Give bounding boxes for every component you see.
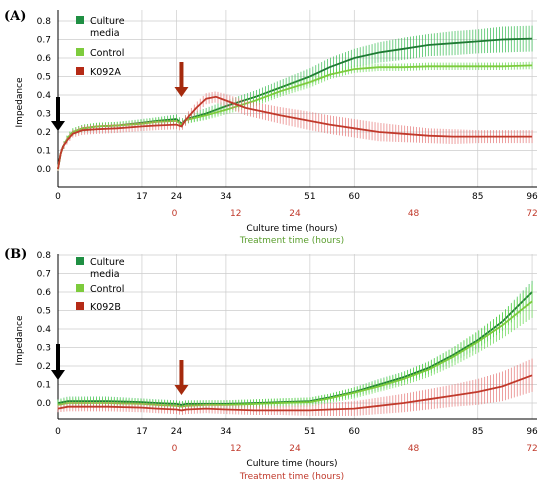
legend-label: media bbox=[90, 28, 120, 39]
secondary-x-tick-label: 48 bbox=[408, 209, 420, 219]
y-tick-label: 0.2 bbox=[37, 362, 51, 372]
y-tick-label: 0.0 bbox=[37, 399, 52, 409]
x-tick-label: 24 bbox=[171, 192, 183, 202]
series-k092b bbox=[57, 358, 533, 416]
legend-swatch bbox=[76, 284, 84, 292]
secondary-x-tick-label: 0 bbox=[172, 444, 178, 454]
chart-panel-a: (A) 0.0 0.1 0.2 0.3 0.4 0.5 0.6 0.7 0.8 Impedance 0… bbox=[4, 9, 538, 246]
red-arrow bbox=[174, 62, 189, 97]
legend-label: Culture bbox=[90, 16, 125, 27]
legend-label: media bbox=[90, 269, 120, 280]
secondary-x-tick-label: 48 bbox=[408, 444, 420, 454]
legend-swatch bbox=[76, 16, 84, 24]
x-tick-label: 85 bbox=[472, 192, 483, 202]
series-line bbox=[57, 95, 533, 170]
secondary-x-axis-title: Treatment time (hours) bbox=[239, 472, 344, 482]
x-tick-label: 0 bbox=[55, 192, 61, 202]
secondary-x-axis-title: Treatment time (hours) bbox=[239, 236, 344, 246]
secondary-x-tick-label: 24 bbox=[289, 444, 301, 454]
arrow-head bbox=[174, 87, 189, 97]
arrow-head bbox=[51, 370, 65, 380]
panel-letter: (A) bbox=[4, 9, 26, 24]
secondary-x-tick-label: 12 bbox=[230, 444, 241, 454]
arrow-shaft bbox=[179, 360, 184, 387]
chart-panel-b: (B) 0.0 0.1 0.2 0.3 0.4 0.5 0.6 0.7 0.8 Impedance 0… bbox=[4, 247, 538, 482]
legend-swatch bbox=[76, 67, 84, 75]
arrow-shaft bbox=[56, 97, 60, 123]
y-tick-label: 0.0 bbox=[37, 165, 52, 175]
y-tick-label: 0.5 bbox=[37, 307, 51, 317]
black-arrow bbox=[51, 97, 65, 131]
y-tick-label: 0.6 bbox=[37, 54, 52, 64]
y-tick-label: 0.4 bbox=[37, 325, 52, 335]
series-culture-media bbox=[57, 25, 533, 171]
y-tick-label: 0.7 bbox=[37, 36, 51, 46]
secondary-x-tick-label: 24 bbox=[289, 209, 301, 219]
secondary-x-tick-label: 72 bbox=[526, 209, 537, 219]
arrow-shaft bbox=[179, 62, 184, 89]
y-tick-label: 0.5 bbox=[37, 73, 51, 83]
legend-label: Culture bbox=[90, 257, 125, 268]
series-line bbox=[57, 374, 533, 412]
y-tick-label: 0.3 bbox=[37, 110, 51, 120]
y-tick-label: 0.7 bbox=[37, 270, 51, 280]
y-tick-label: 0.2 bbox=[37, 128, 51, 138]
secondary-x-tick-label: 72 bbox=[526, 444, 537, 454]
x-tick-label: 34 bbox=[220, 427, 232, 437]
y-tick-label: 0.4 bbox=[37, 91, 52, 101]
y-tick-label: 0.1 bbox=[37, 381, 51, 391]
x-tick-label: 60 bbox=[349, 192, 361, 202]
legend-label: K092B bbox=[90, 302, 121, 313]
secondary-x-tick-label: 12 bbox=[230, 209, 241, 219]
secondary-x-tick-label: 0 bbox=[172, 209, 178, 219]
x-tick-label: 85 bbox=[472, 427, 483, 437]
arrow-shaft bbox=[56, 344, 60, 372]
x-tick-label: 96 bbox=[526, 192, 538, 202]
x-tick-label: 17 bbox=[136, 427, 147, 437]
x-axis-title: Culture time (hours) bbox=[246, 224, 337, 234]
x-axis-title: Culture time (hours) bbox=[246, 459, 337, 469]
y-axis-title: Impedance bbox=[15, 315, 25, 366]
arrow-head bbox=[51, 121, 65, 131]
y-axis-title: Impedance bbox=[15, 77, 25, 128]
y-tick-label: 0.8 bbox=[37, 251, 52, 261]
legend-label: Control bbox=[90, 284, 124, 295]
y-tick-label: 0.8 bbox=[37, 17, 52, 27]
arrow-head bbox=[174, 385, 189, 395]
x-tick-label: 0 bbox=[55, 427, 61, 437]
series-k092a bbox=[57, 91, 533, 171]
x-tick-label: 24 bbox=[171, 427, 183, 437]
series-line bbox=[57, 300, 533, 408]
red-arrow bbox=[174, 360, 189, 395]
x-tick-label: 60 bbox=[349, 427, 361, 437]
x-tick-label: 51 bbox=[304, 192, 315, 202]
panel-letter: (B) bbox=[4, 247, 27, 262]
y-tick-label: 0.1 bbox=[37, 147, 51, 157]
legend-swatch bbox=[76, 257, 84, 265]
x-tick-label: 34 bbox=[220, 192, 232, 202]
legend-swatch bbox=[76, 48, 84, 56]
x-tick-label: 17 bbox=[136, 192, 147, 202]
series-control bbox=[57, 284, 533, 412]
legend-label: K092A bbox=[90, 67, 121, 78]
black-arrow bbox=[51, 344, 65, 380]
legend-swatch bbox=[76, 302, 84, 310]
y-tick-label: 0.3 bbox=[37, 344, 51, 354]
y-tick-label: 0.6 bbox=[37, 288, 52, 298]
x-tick-label: 96 bbox=[526, 427, 538, 437]
legend-label: Control bbox=[90, 48, 124, 59]
x-tick-label: 51 bbox=[304, 427, 315, 437]
